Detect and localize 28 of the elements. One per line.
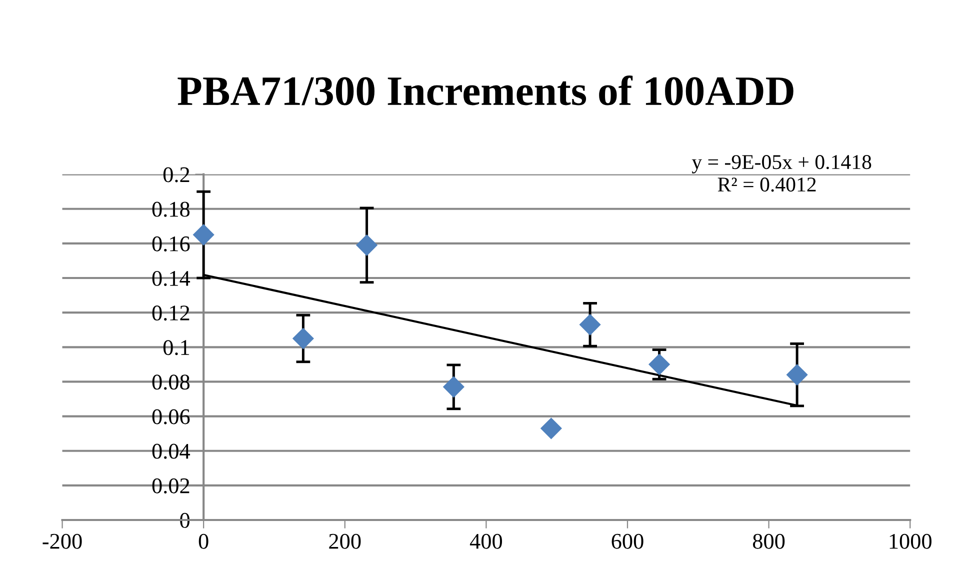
point xyxy=(193,224,214,246)
point xyxy=(580,314,601,336)
x-tick-label: 400 xyxy=(470,534,502,549)
y-tick-label: 0.2 xyxy=(163,167,190,182)
x-tick-label: 0 xyxy=(198,534,208,549)
y-tick-label: 0.1 xyxy=(163,340,190,356)
chart-title: PBA71/300 Increments of 100ADD xyxy=(178,76,794,106)
y-tick-label: 0.14 xyxy=(152,270,190,286)
point xyxy=(292,328,314,350)
x-tick-label: 1000 xyxy=(890,534,932,549)
annotation: R² = 0.4012 xyxy=(718,178,816,192)
text: y = -9E-05x + 0.1418 xyxy=(692,155,872,174)
x-tick-label: 800 xyxy=(752,534,785,549)
point xyxy=(540,418,562,439)
point xyxy=(786,364,808,386)
x-tick-label: 600 xyxy=(612,534,644,549)
y-tick-label: 0.06 xyxy=(152,409,190,424)
y-tick-label: 0.18 xyxy=(152,202,190,217)
y-tick-label: 0.02 xyxy=(152,478,190,494)
y-tick-label: 0.04 xyxy=(152,444,190,459)
y-tick-label: 0.16 xyxy=(152,236,190,252)
point xyxy=(648,354,670,375)
x-tick-label: -200 xyxy=(42,534,82,549)
x-tick-label: 200 xyxy=(329,534,361,549)
point xyxy=(443,376,464,398)
point xyxy=(356,234,378,256)
y-tick-label: 0.12 xyxy=(152,306,190,321)
y-tick-label: 0.08 xyxy=(152,374,190,390)
